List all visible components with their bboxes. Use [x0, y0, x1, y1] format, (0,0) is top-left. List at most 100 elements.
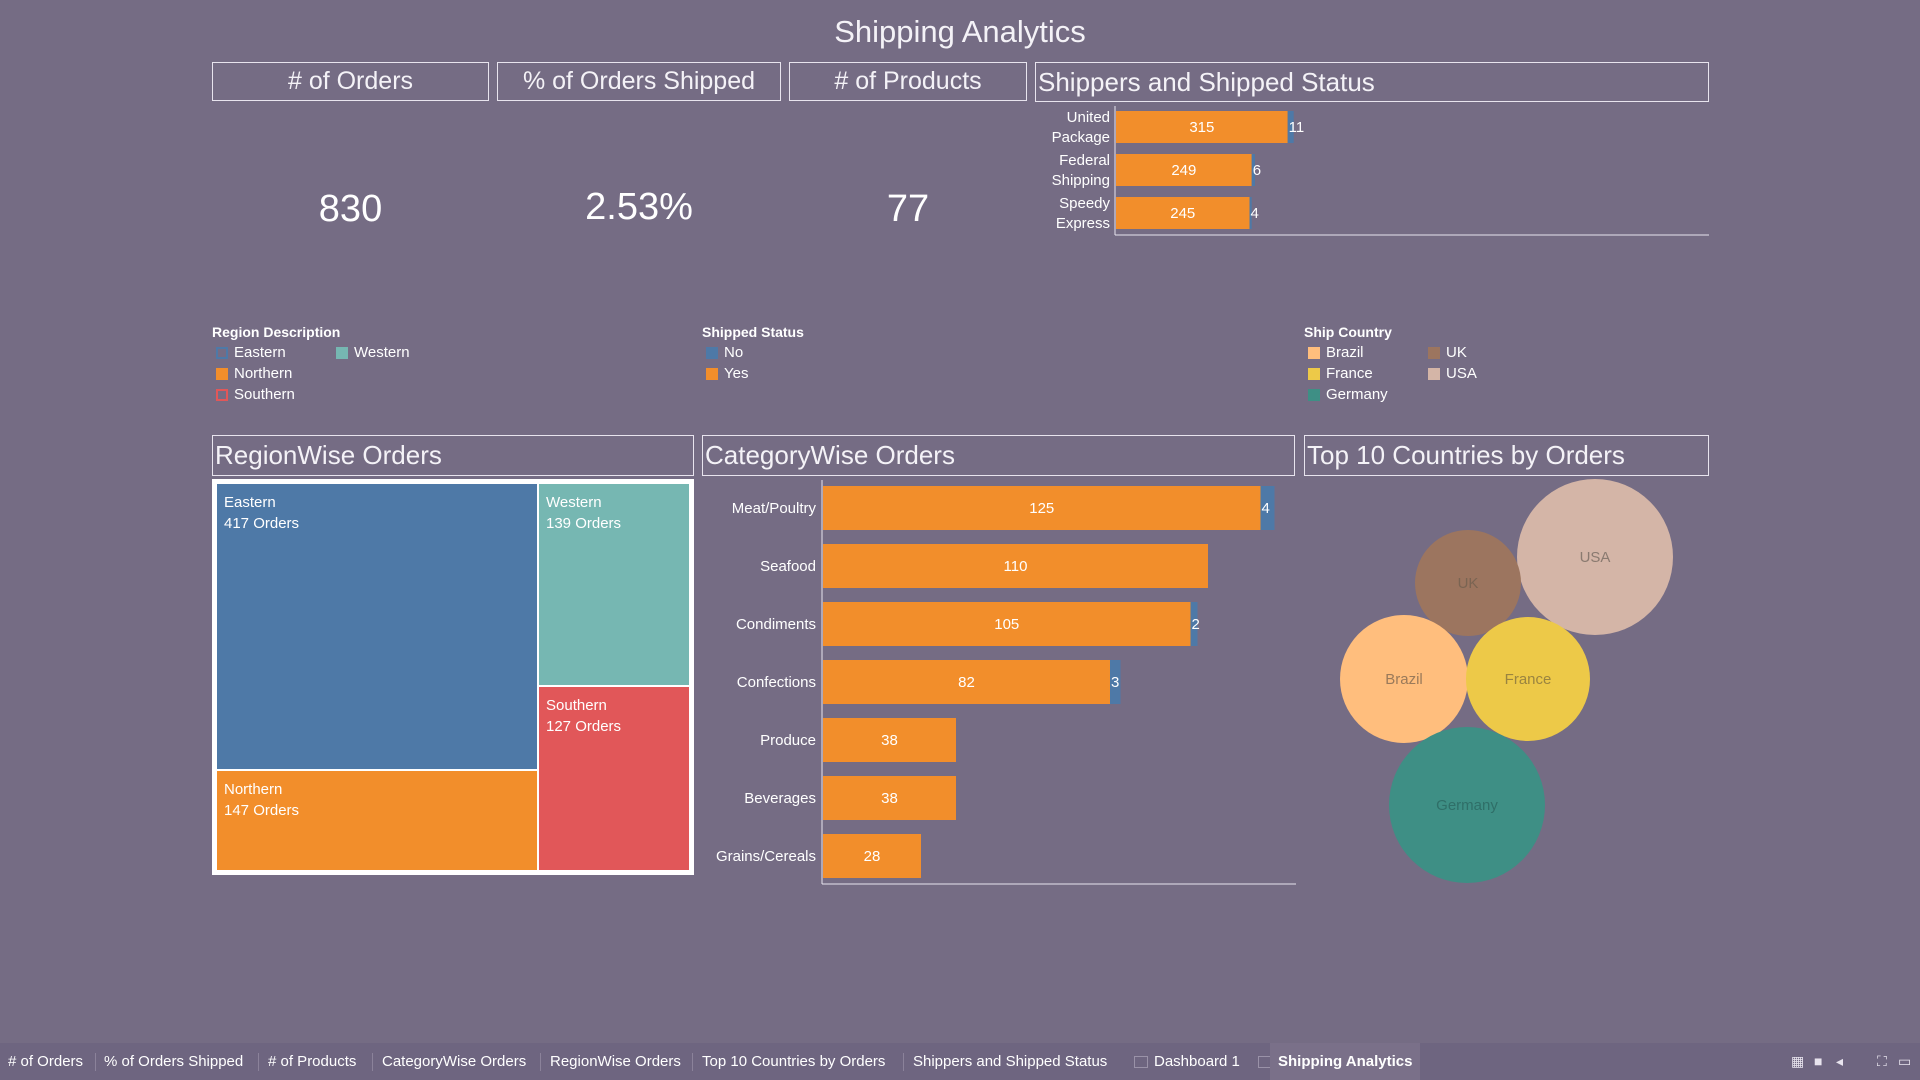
page-title: Shipping Analytics: [834, 14, 1086, 49]
grid-view-icon[interactable]: ▦: [1791, 1053, 1805, 1069]
kpi-products-value: 77: [886, 188, 930, 230]
category-value-yes-condiments: 105: [994, 616, 1019, 633]
bubble-brazil: [1340, 615, 1468, 743]
treemap-cell-southern[interactable]: Southern 127 Orders: [538, 686, 690, 871]
shippers-category-label: Federal Shipping: [1052, 152, 1110, 189]
shippers-bar-no: [1249, 197, 1252, 229]
germany-swatch: [1308, 388, 1320, 401]
shippers-label-no: 11: [1289, 119, 1305, 136]
legend-label-france: France: [1326, 365, 1373, 382]
legend-label-no: No: [724, 344, 744, 361]
category-bar-yes-seafood: [823, 544, 1208, 588]
kpi-products-header: # of Products: [789, 62, 1027, 101]
category-value-yes-produce: 38: [881, 732, 898, 749]
category-value-yes-grains-cereals: 28: [864, 848, 881, 865]
dashboard-icon: [1134, 1056, 1148, 1068]
kpi-shipped-header: % of Orders Shipped: [497, 62, 781, 101]
treemap-label-western: Western: [546, 494, 602, 511]
legend-item-usa[interactable]: USA: [1428, 365, 1477, 382]
treemap-cell-eastern[interactable]: Eastern 417 Orders: [216, 483, 538, 770]
western-swatch: [336, 346, 348, 359]
legend-label-germany: Germany: [1326, 386, 1388, 403]
category-value-no-meat-poultry: 4: [1262, 500, 1270, 517]
category-bar-no-meat-poultry: [1260, 486, 1275, 530]
category-value-yes-beverages: 38: [881, 790, 898, 807]
filmstrip-view-icon[interactable]: ■: [1814, 1053, 1823, 1069]
treemap-label-northern: Northern: [224, 781, 283, 798]
shippers-label-yes: 315: [1189, 119, 1214, 136]
region-legend-title: Region Description: [212, 324, 341, 340]
category-bar-no-confections: [1110, 660, 1121, 704]
category-label-confections: Confections: [737, 674, 816, 691]
legend-item-eastern[interactable]: Eastern: [216, 344, 286, 361]
tab-top10-countries[interactable]: Top 10 Countries by Orders: [702, 1053, 886, 1070]
category-bar-yes-produce: [823, 718, 956, 762]
legend-item-france[interactable]: France: [1308, 365, 1373, 382]
fullscreen-icon[interactable]: ⛶: [1877, 1053, 1887, 1069]
category-value-yes-confections: 82: [958, 674, 975, 691]
bubble-label-brazil: Brazil: [1385, 671, 1423, 688]
southern-swatch: [216, 388, 228, 401]
tab-products[interactable]: # of Products: [268, 1053, 357, 1070]
uk-swatch: [1428, 346, 1440, 359]
shipped-legend: Shipped Status No Yes: [702, 324, 822, 388]
legend-label-northern: Northern: [234, 365, 293, 382]
shippers-chart: United Package 315 11 Federal Shipping 249 6 Spe…: [1052, 106, 1709, 236]
category-value-yes-meat-poultry: 125: [1029, 500, 1054, 517]
tab-regionwise[interactable]: RegionWise Orders: [550, 1053, 681, 1070]
category-label-produce: Produce: [760, 732, 816, 749]
bubble-germany: [1389, 727, 1545, 883]
shippers-bar-yes: [1116, 197, 1250, 229]
tab-dashboard-1[interactable]: Dashboard 1: [1154, 1053, 1240, 1070]
legend-label-eastern: Eastern: [234, 344, 286, 361]
country-legend: Ship Country Brazil UK France USA German…: [1304, 324, 1544, 408]
treemap-value-eastern: 417 Orders: [224, 515, 300, 532]
treemap-cell-northern[interactable]: Northern 147 Orders: [216, 770, 538, 871]
category-bar-no-condiments: [1190, 602, 1198, 646]
tab-divider: [258, 1053, 259, 1071]
tab-categorywise[interactable]: CategoryWise Orders: [382, 1053, 527, 1070]
legend-item-brazil[interactable]: Brazil: [1308, 344, 1364, 361]
legend-label-yes: Yes: [724, 365, 749, 382]
shippers-bar-no: [1287, 111, 1294, 143]
legend-item-uk[interactable]: UK: [1428, 344, 1467, 361]
treemap-cell-western[interactable]: Western 139 Orders: [538, 483, 690, 686]
tab-orders-shipped[interactable]: % of Orders Shipped: [104, 1053, 244, 1070]
shippers-bar-no: [1251, 154, 1255, 186]
legend-label-western: Western: [354, 344, 410, 361]
presentation-icon[interactable]: ▭: [1898, 1053, 1912, 1069]
legend-item-yes[interactable]: Yes: [706, 365, 748, 382]
tab-shipping-analytics[interactable]: Shipping Analytics: [1270, 1043, 1421, 1080]
northern-swatch: [216, 367, 228, 380]
prev-sheet-icon[interactable]: ◂: [1836, 1053, 1844, 1069]
shippers-category-label: Speedy Express: [1056, 195, 1111, 232]
category-label-condiments: Condiments: [736, 616, 816, 633]
bubble-france: [1466, 617, 1590, 741]
treemap-label-eastern: Eastern: [224, 494, 276, 511]
shippers-bar-yes: [1116, 154, 1252, 186]
tab-divider: [95, 1053, 96, 1071]
tab-divider: [372, 1053, 373, 1071]
legend-item-northern[interactable]: Northern: [216, 365, 292, 382]
legend-item-western[interactable]: Western: [336, 344, 410, 361]
legend-item-southern[interactable]: Southern: [216, 386, 295, 403]
category-bar-yes-meat-poultry: [823, 486, 1261, 530]
legend-item-no[interactable]: No: [706, 344, 743, 361]
bubble-label-germany: Germany: [1436, 797, 1498, 814]
category-label-grains-cereals: Grains/Cereals: [716, 848, 816, 865]
brazil-swatch: [1308, 346, 1320, 359]
category-label-seafood: Seafood: [760, 558, 816, 575]
tab-divider: [692, 1053, 693, 1071]
tab-divider: [903, 1053, 904, 1071]
tab-divider: [540, 1053, 541, 1071]
tab-orders[interactable]: # of Orders: [8, 1053, 84, 1070]
shippers-label-yes: 245: [1170, 205, 1195, 222]
region-panel-title: RegionWise Orders: [212, 435, 694, 476]
region-legend: Region Description Eastern Western North…: [212, 324, 472, 408]
legend-item-germany[interactable]: Germany: [1308, 386, 1388, 403]
shippers-label-no: 6: [1253, 162, 1261, 179]
category-label-beverages: Beverages: [744, 790, 816, 807]
kpi-orders-header: # of Orders: [212, 62, 489, 101]
countries-panel-title: Top 10 Countries by Orders: [1304, 435, 1709, 476]
tab-shippers[interactable]: Shippers and Shipped Status: [913, 1053, 1108, 1070]
